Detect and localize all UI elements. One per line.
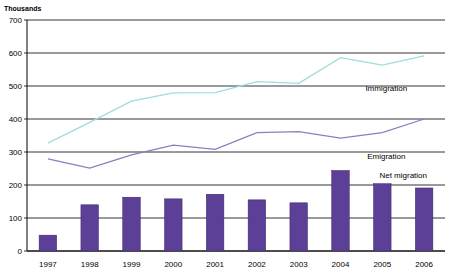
x-tick-label: 2004 xyxy=(332,260,350,269)
plot-data xyxy=(39,56,433,251)
grid-line xyxy=(27,53,445,54)
x-tick-label: 2005 xyxy=(373,260,391,269)
x-tick-label: 1999 xyxy=(123,260,141,269)
bar xyxy=(332,170,350,251)
y-tick-label: 700 xyxy=(9,16,23,25)
bar xyxy=(39,235,57,251)
x-tick-label: 2000 xyxy=(164,260,182,269)
x-tick-label: 2006 xyxy=(415,260,433,269)
series-label: Emigration xyxy=(367,152,405,161)
y-tick-label: 100 xyxy=(9,214,23,223)
y-tick-label: 400 xyxy=(9,115,23,124)
bar xyxy=(81,205,99,251)
y-axis-label: Thousands xyxy=(4,5,41,12)
y-axis xyxy=(27,20,28,251)
bar xyxy=(374,184,392,251)
series-label: Immigration xyxy=(365,84,407,93)
x-tick-label: 2003 xyxy=(290,260,308,269)
y-tick-label: 200 xyxy=(9,181,23,190)
x-tick-label: 1997 xyxy=(39,260,57,269)
bar xyxy=(123,197,141,251)
line xyxy=(48,56,424,143)
x-tick-label: 2001 xyxy=(206,260,224,269)
bar xyxy=(415,188,433,251)
y-tick-label: 300 xyxy=(9,148,23,157)
grid-line xyxy=(27,119,445,120)
y-tick-label: 0 xyxy=(18,247,23,256)
y-tick-label: 600 xyxy=(9,49,23,58)
grid-line xyxy=(27,20,445,21)
series-label: Net migration xyxy=(379,171,427,180)
x-tick-label: 2002 xyxy=(248,260,266,269)
bar xyxy=(165,199,183,251)
bar xyxy=(248,200,266,251)
bar xyxy=(290,203,308,251)
bar xyxy=(206,194,224,251)
y-tick-label: 500 xyxy=(9,82,23,91)
x-tick-label: 1998 xyxy=(81,260,99,269)
chart: 0 100 200 300 400 500 600 700 Thousands 1997 1998 1… xyxy=(0,0,450,278)
line xyxy=(48,119,424,168)
